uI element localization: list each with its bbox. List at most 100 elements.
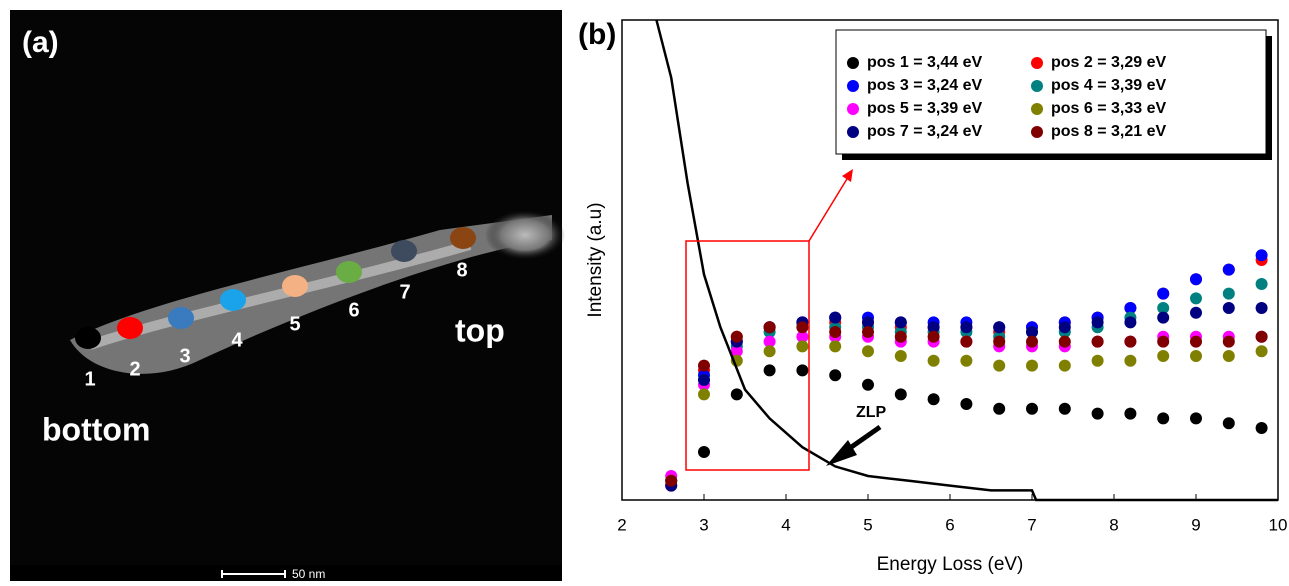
point xyxy=(960,354,973,367)
position-marker xyxy=(220,289,246,311)
point xyxy=(763,345,776,358)
point xyxy=(1124,335,1137,348)
point xyxy=(1026,359,1038,372)
point xyxy=(730,330,743,343)
position-label: 5 xyxy=(289,313,300,335)
position-label: 6 xyxy=(348,299,359,321)
legend-marker xyxy=(1031,80,1043,92)
point xyxy=(1058,321,1071,334)
legend-marker xyxy=(1031,126,1043,138)
x-tick-label: 8 xyxy=(1109,515,1118,534)
point xyxy=(829,369,842,382)
legend-label: pos 8 = 3,21 eV xyxy=(1051,123,1167,140)
point xyxy=(1222,350,1235,362)
position-marker xyxy=(168,307,194,329)
position-marker xyxy=(117,317,143,339)
point xyxy=(730,388,743,401)
point xyxy=(993,402,1006,415)
point xyxy=(1222,335,1235,348)
position-marker xyxy=(75,327,101,349)
point xyxy=(1157,412,1170,425)
point xyxy=(1190,350,1202,362)
legend-label: pos 2 = 3,29 eV xyxy=(1051,54,1167,71)
point xyxy=(862,345,874,358)
point xyxy=(1124,316,1137,329)
legend-marker xyxy=(1031,103,1043,115)
point xyxy=(1124,354,1137,367)
zoom-arrowhead xyxy=(842,169,853,182)
legend-label: pos 5 = 3,39 eV xyxy=(867,100,983,117)
legend xyxy=(835,29,1267,155)
zoom-box xyxy=(685,240,810,471)
point xyxy=(1124,407,1137,420)
point xyxy=(698,359,710,372)
legend-marker xyxy=(847,57,859,69)
point xyxy=(829,340,842,353)
point xyxy=(960,398,973,410)
panel-label: (a) xyxy=(22,26,59,59)
x-axis-title: Energy Loss (eV) xyxy=(877,554,1024,575)
point xyxy=(796,340,809,353)
position-label: 7 xyxy=(399,281,410,303)
position-label: 4 xyxy=(231,329,243,351)
point xyxy=(1091,407,1104,420)
point xyxy=(796,330,809,343)
zoom-arrow xyxy=(808,173,851,242)
point xyxy=(862,326,874,338)
x-tick-label: 3 xyxy=(699,515,708,534)
position-marker xyxy=(336,261,362,283)
point xyxy=(1157,311,1170,324)
point xyxy=(927,354,940,367)
point xyxy=(1190,292,1202,305)
point xyxy=(1255,249,1268,262)
point xyxy=(796,321,809,334)
x-tick-label: 9 xyxy=(1191,515,1200,534)
x-tick-label: 7 xyxy=(1027,515,1036,534)
point xyxy=(1026,402,1038,415)
point xyxy=(1058,359,1071,372)
point xyxy=(1058,402,1071,415)
point xyxy=(1190,412,1202,425)
panel-label: (b) xyxy=(578,18,616,51)
point xyxy=(960,321,973,334)
point xyxy=(1157,302,1170,314)
scale-label: 50 nm xyxy=(292,567,325,581)
point xyxy=(1222,263,1235,276)
point xyxy=(763,335,776,348)
point xyxy=(796,364,809,377)
point xyxy=(894,330,907,343)
point xyxy=(1026,335,1038,348)
zlp-arrowhead xyxy=(826,440,857,466)
point xyxy=(763,321,776,334)
legend-label: pos 3 = 3,24 eV xyxy=(867,77,983,94)
point xyxy=(829,326,842,338)
point xyxy=(1255,278,1268,290)
point xyxy=(1222,417,1235,430)
point xyxy=(894,388,907,401)
x-tick-label: 6 xyxy=(945,515,954,534)
point xyxy=(927,321,940,334)
legend-label: pos 7 = 3,24 eV xyxy=(867,123,983,140)
point xyxy=(1157,287,1170,300)
point xyxy=(763,364,776,377)
legend-label: pos 1 = 3,44 eV xyxy=(867,54,983,71)
nanowire-tip xyxy=(485,210,565,260)
point xyxy=(927,330,940,343)
annotation: ZLP xyxy=(856,404,887,421)
point xyxy=(993,321,1006,334)
point xyxy=(1026,326,1038,338)
point xyxy=(1058,335,1071,348)
position-marker xyxy=(391,240,417,262)
legend-label: pos 4 = 3,39 eV xyxy=(1051,77,1167,94)
point xyxy=(960,335,973,348)
point xyxy=(1255,345,1268,358)
x-tick-label: 4 xyxy=(781,515,790,534)
point xyxy=(1157,350,1170,362)
legend-marker xyxy=(1031,57,1043,69)
point xyxy=(927,393,940,406)
legend-marker xyxy=(847,126,859,138)
point xyxy=(1190,335,1202,348)
point xyxy=(993,359,1006,372)
legend-label: pos 6 = 3,33 eV xyxy=(1051,100,1167,117)
